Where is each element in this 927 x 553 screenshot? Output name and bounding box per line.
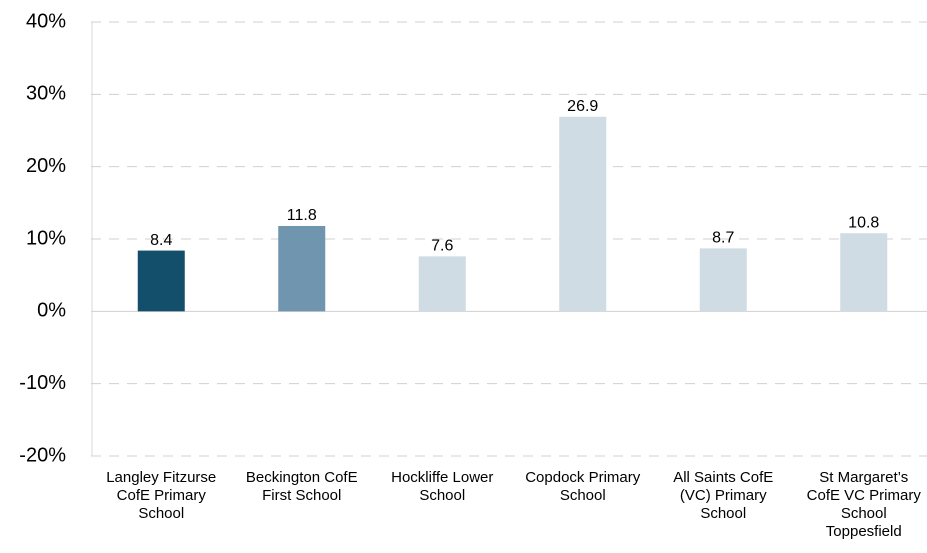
y-tick-label: 0% bbox=[37, 300, 66, 322]
y-tick-label: -10% bbox=[19, 372, 66, 394]
y-tick-label: 10% bbox=[26, 227, 66, 249]
y-tick-label: 40% bbox=[26, 10, 66, 32]
x-tick-label: Langley Fitzurse CofE Primary School bbox=[106, 469, 217, 522]
data-label: 8.4 bbox=[150, 232, 172, 249]
data-label: 26.9 bbox=[567, 98, 598, 115]
bar bbox=[278, 225, 326, 312]
bar bbox=[137, 250, 185, 312]
x-tick-label: St Margaret’s CofE VC Primary School Top… bbox=[806, 469, 921, 540]
data-label: 10.8 bbox=[848, 214, 879, 231]
y-tick-label: 20% bbox=[26, 155, 66, 177]
x-tick-label: Beckington CofE First School bbox=[245, 469, 358, 504]
data-label: 7.6 bbox=[431, 238, 453, 255]
data-label: 8.7 bbox=[712, 230, 734, 247]
bar bbox=[418, 256, 466, 312]
y-tick-label: -20% bbox=[19, 444, 66, 466]
data-label: 11.8 bbox=[287, 207, 317, 224]
y-tick-label: 30% bbox=[26, 83, 66, 105]
bar bbox=[559, 116, 607, 312]
bar bbox=[699, 248, 747, 312]
bar bbox=[840, 233, 888, 312]
x-tick-label: Copdock Primary School bbox=[525, 469, 641, 504]
x-tick-label: All Saints CofE (VC) Primary School bbox=[673, 469, 774, 522]
x-tick-label: Hockliffe Lower School bbox=[391, 469, 494, 504]
